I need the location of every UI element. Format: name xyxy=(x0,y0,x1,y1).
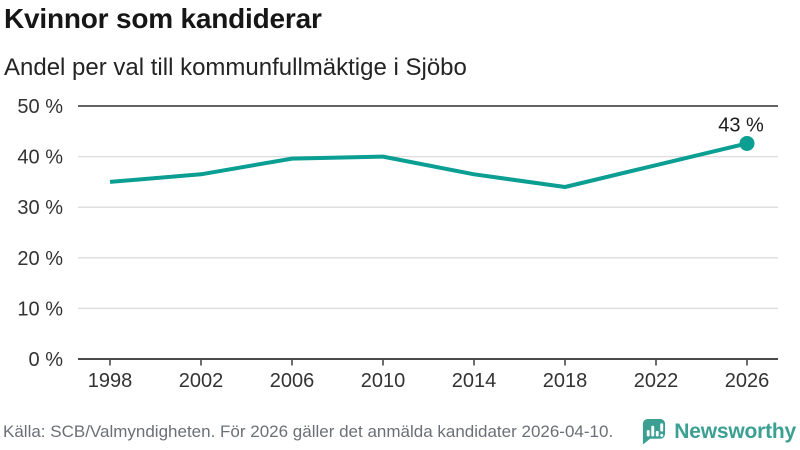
data-point-label: 43 % xyxy=(718,114,764,136)
x-axis-tick-label: 2006 xyxy=(270,370,315,392)
newsworthy-logo: Newsworthy xyxy=(641,418,796,446)
footer: Källa: SCB/Valmyndigheten. För 2026 gäll… xyxy=(3,417,796,447)
x-axis-tick-label: 2022 xyxy=(634,370,679,392)
y-axis-tick-label: 50 % xyxy=(17,96,63,118)
x-axis-tick-label: 2002 xyxy=(179,370,224,392)
data-line xyxy=(109,141,748,189)
exclamation-dot xyxy=(660,433,664,437)
y-axis-tick-label: 0 % xyxy=(29,349,64,371)
data-point-2026 xyxy=(739,135,755,151)
y-axis-tick-label: 40 % xyxy=(17,147,63,169)
x-axis-tick-label: 2014 xyxy=(452,370,497,392)
bar-chart-bar-3 xyxy=(656,431,660,437)
bar-chart-bar-2 xyxy=(651,425,655,437)
newsworthy-logo-icon xyxy=(643,419,666,445)
chart-subtitle: Andel per val till kommunfullmäktige i S… xyxy=(4,54,467,81)
newsworthy-wordmark: Newsworthy xyxy=(674,420,796,443)
bar-chart-bar-1 xyxy=(647,430,650,437)
x-axis-tick-label: 1998 xyxy=(88,370,133,392)
x-axis-tick-label: 2010 xyxy=(361,370,406,392)
x-axis-tick-label: 2026 xyxy=(725,370,770,392)
source-note: Källa: SCB/Valmyndigheten. För 2026 gäll… xyxy=(3,422,614,441)
exclamation-bar xyxy=(660,423,664,432)
y-axis-tick-label: 30 % xyxy=(17,197,63,219)
y-axis-tick-label: 10 % xyxy=(17,298,63,320)
y-axis-tick-label: 20 % xyxy=(17,248,63,270)
chart-title: Kvinnor som kandiderar xyxy=(4,3,322,34)
x-axis-tick-label: 2018 xyxy=(543,370,588,392)
